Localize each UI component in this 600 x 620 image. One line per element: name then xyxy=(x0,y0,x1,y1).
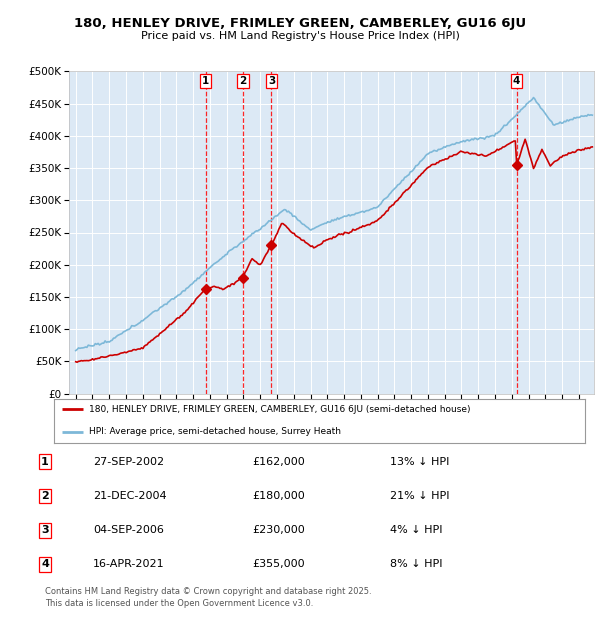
Text: 3: 3 xyxy=(268,76,275,86)
Text: £230,000: £230,000 xyxy=(252,525,305,535)
Text: 8% ↓ HPI: 8% ↓ HPI xyxy=(390,559,443,569)
Text: 13% ↓ HPI: 13% ↓ HPI xyxy=(390,457,449,467)
Text: 4% ↓ HPI: 4% ↓ HPI xyxy=(390,525,443,535)
Text: 1: 1 xyxy=(41,457,49,467)
Text: Contains HM Land Registry data © Crown copyright and database right 2025.: Contains HM Land Registry data © Crown c… xyxy=(45,587,371,596)
Text: 2: 2 xyxy=(239,76,247,86)
Text: 21-DEC-2004: 21-DEC-2004 xyxy=(93,491,167,501)
Text: 04-SEP-2006: 04-SEP-2006 xyxy=(93,525,164,535)
Text: 4: 4 xyxy=(41,559,49,569)
Text: This data is licensed under the Open Government Licence v3.0.: This data is licensed under the Open Gov… xyxy=(45,598,313,608)
Text: £180,000: £180,000 xyxy=(252,491,305,501)
Text: £162,000: £162,000 xyxy=(252,457,305,467)
Text: £355,000: £355,000 xyxy=(252,559,305,569)
Text: 27-SEP-2002: 27-SEP-2002 xyxy=(93,457,164,467)
Text: 16-APR-2021: 16-APR-2021 xyxy=(93,559,164,569)
Text: 21% ↓ HPI: 21% ↓ HPI xyxy=(390,491,449,501)
Text: 3: 3 xyxy=(41,525,49,535)
Text: 4: 4 xyxy=(513,76,520,86)
Text: 180, HENLEY DRIVE, FRIMLEY GREEN, CAMBERLEY, GU16 6JU: 180, HENLEY DRIVE, FRIMLEY GREEN, CAMBER… xyxy=(74,17,526,30)
Text: 2: 2 xyxy=(41,491,49,501)
Text: Price paid vs. HM Land Registry's House Price Index (HPI): Price paid vs. HM Land Registry's House … xyxy=(140,31,460,41)
Text: HPI: Average price, semi-detached house, Surrey Heath: HPI: Average price, semi-detached house,… xyxy=(89,427,341,436)
Text: 180, HENLEY DRIVE, FRIMLEY GREEN, CAMBERLEY, GU16 6JU (semi-detached house): 180, HENLEY DRIVE, FRIMLEY GREEN, CAMBER… xyxy=(89,405,470,414)
Text: 1: 1 xyxy=(202,76,209,86)
